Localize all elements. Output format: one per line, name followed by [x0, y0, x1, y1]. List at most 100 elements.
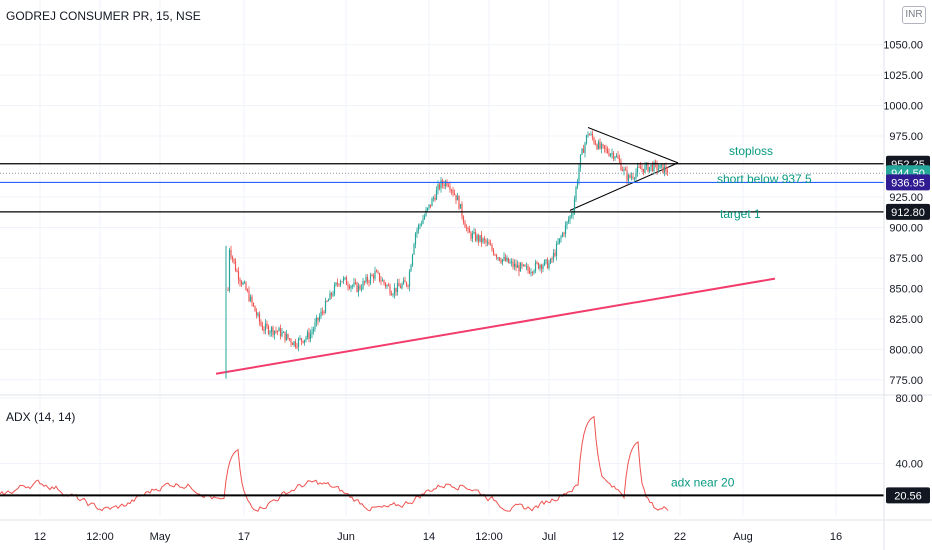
- price-tick-label: 800.00: [889, 344, 923, 356]
- candle-body: [303, 339, 306, 343]
- candle-body: [318, 316, 321, 321]
- candle-body: [452, 190, 454, 194]
- candle-body: [635, 172, 637, 179]
- candle-body: [435, 189, 438, 200]
- candle-body: [233, 258, 235, 262]
- candle-body: [657, 168, 660, 171]
- candle-body: [584, 143, 586, 153]
- candle-body: [423, 215, 426, 219]
- price-tick-label: 925.00: [889, 192, 923, 204]
- candle-body: [602, 144, 604, 146]
- candle-body: [624, 168, 627, 171]
- candle-body: [333, 284, 336, 295]
- candle-body: [275, 330, 277, 332]
- candle-body: [284, 331, 286, 341]
- candle-body: [527, 266, 529, 271]
- candle-body: [648, 166, 651, 172]
- candle-body: [647, 163, 649, 172]
- candle-body: [278, 327, 280, 332]
- candle-body: [599, 141, 601, 149]
- candle-body: [563, 233, 565, 235]
- candle-body: [482, 238, 484, 243]
- candle-body: [549, 258, 552, 264]
- candle-body: [581, 148, 583, 155]
- candle-body: [597, 141, 600, 149]
- adx-pane: 20.56 adx near 20: [0, 415, 930, 512]
- candle-body: [237, 271, 240, 280]
- candle-body: [509, 262, 511, 264]
- candle-body: [434, 198, 436, 200]
- candle-body: [294, 341, 297, 347]
- time-tick-label: 12: [612, 531, 624, 543]
- candle-body: [582, 148, 585, 153]
- candle-body: [335, 282, 337, 285]
- candle-body: [410, 265, 412, 272]
- candle-body: [417, 225, 420, 231]
- candle-body: [467, 227, 469, 230]
- candle-body: [606, 148, 609, 153]
- candle-body: [614, 156, 616, 159]
- candle-body: [537, 262, 540, 269]
- candle-body: [578, 167, 580, 182]
- candle-body: [534, 262, 537, 271]
- candle-body: [473, 231, 475, 234]
- candle-body: [510, 261, 513, 263]
- short-line-badge: [886, 174, 930, 191]
- candle-body: [492, 249, 495, 255]
- candle-body: [387, 285, 390, 287]
- candle-body: [590, 133, 592, 135]
- candle-body: [552, 252, 555, 260]
- candle-body: [494, 254, 496, 256]
- candle-body: [255, 311, 258, 316]
- candle-body: [414, 233, 417, 245]
- candle-body: [306, 332, 309, 338]
- adx-tick-label: 40.00: [895, 459, 923, 471]
- candle-body: [545, 259, 547, 261]
- short-line-badge-label: 936.95: [891, 177, 925, 189]
- candle-body: [557, 242, 559, 244]
- candle-body: [519, 263, 522, 272]
- candle-body: [653, 162, 655, 172]
- candle-body: [588, 134, 591, 136]
- candle-body: [617, 155, 619, 159]
- candle-body: [659, 164, 661, 169]
- candle-body: [623, 168, 625, 171]
- price-tick-label: 1000.00: [883, 101, 923, 113]
- candle-body: [627, 175, 630, 181]
- candle-body: [551, 258, 553, 260]
- candle-body: [453, 193, 456, 195]
- candle-body: [561, 233, 564, 237]
- candle-body: [344, 277, 346, 279]
- candle-body: [488, 242, 490, 245]
- candle-body: [257, 313, 259, 316]
- candle-body: [314, 322, 316, 329]
- candle-body: [620, 161, 622, 171]
- candle-body: [380, 280, 382, 282]
- candle-body: [531, 272, 534, 274]
- candle-body: [272, 327, 274, 335]
- candle-body: [381, 280, 384, 282]
- currency-button[interactable]: INR: [902, 6, 926, 24]
- candle-body: [290, 339, 292, 344]
- candle-body: [371, 275, 373, 277]
- candle-body: [347, 284, 349, 287]
- candle-body: [369, 275, 372, 283]
- candle-body: [266, 323, 268, 327]
- candle-body: [528, 270, 531, 274]
- candle-body: [300, 338, 303, 341]
- candle-body: [264, 323, 267, 331]
- time-tick-label: 12: [34, 531, 46, 543]
- candle-body: [548, 263, 550, 269]
- annotations: stoploss short below 937.5 target 1: [717, 144, 812, 221]
- candle-body: [524, 264, 526, 267]
- candle-body: [230, 249, 232, 257]
- candle-body: [260, 321, 262, 326]
- adx-tick-label: 80.00: [895, 393, 923, 405]
- candle-body: [360, 288, 363, 290]
- candle-body: [302, 340, 304, 343]
- candle-body: [329, 292, 331, 300]
- candle-body: [591, 133, 594, 138]
- candle-body: [416, 230, 418, 234]
